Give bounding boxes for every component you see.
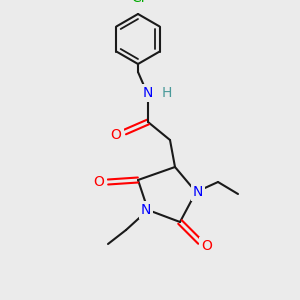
- Text: Cl: Cl: [131, 0, 145, 5]
- Text: H: H: [162, 86, 172, 100]
- Text: N: N: [143, 86, 153, 100]
- Text: O: O: [94, 175, 104, 189]
- Text: N: N: [193, 185, 203, 199]
- Text: O: O: [202, 239, 212, 253]
- Text: N: N: [141, 203, 151, 217]
- Text: O: O: [111, 128, 122, 142]
